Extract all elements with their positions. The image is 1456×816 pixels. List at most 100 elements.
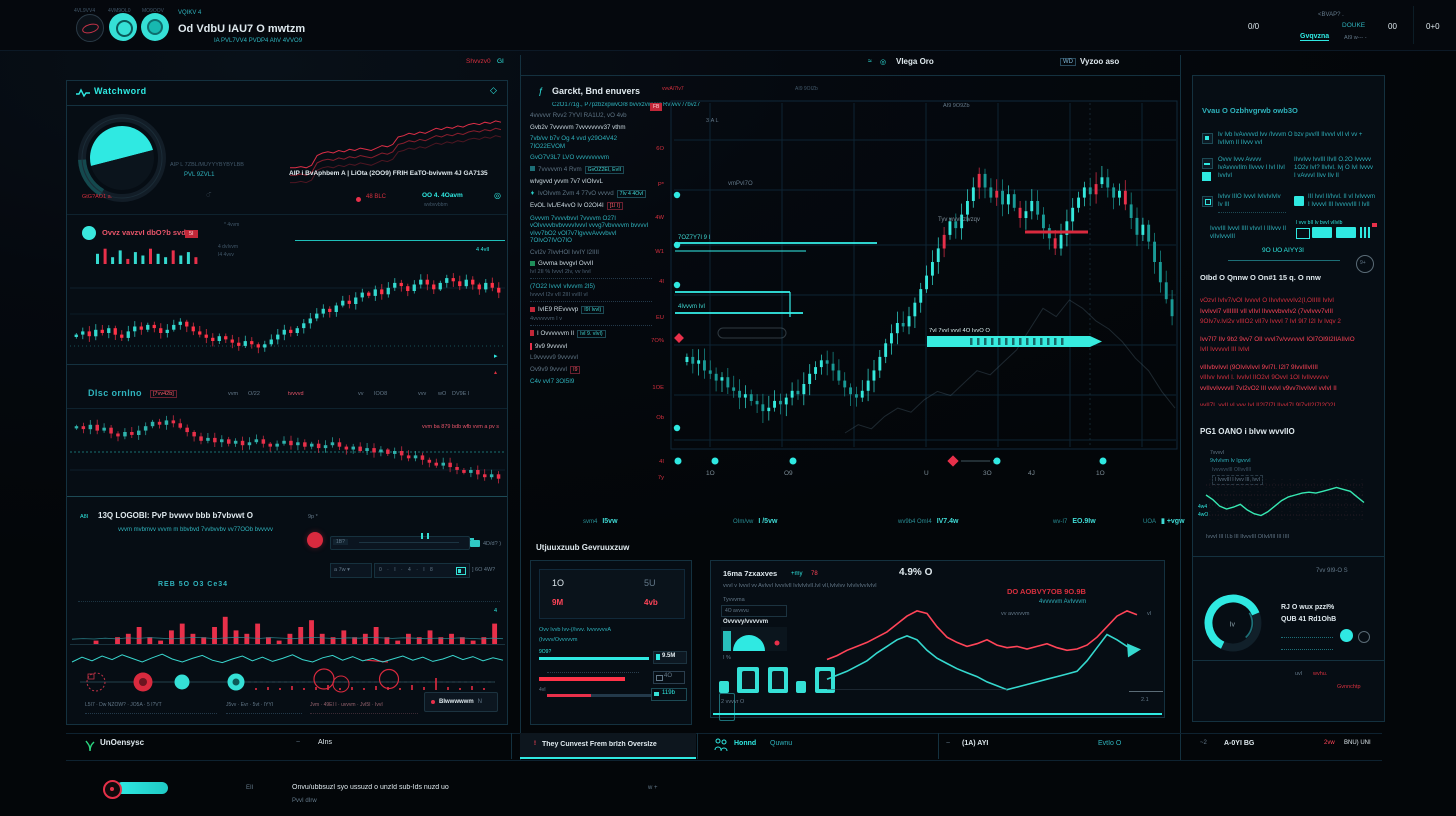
right-item-1[interactable]: Iv Ivb IvAvvvvd Ivv /Ivvvm O bzv pvv/II … (1218, 132, 1363, 146)
progress-bar-3[interactable] (547, 694, 651, 697)
list-item[interactable]: Gvvvm 7vvvvbvvI 7vvvvm O27I vOIvvvvbvbvv… (530, 215, 652, 245)
list-item[interactable]: Gvvma bvvgvI OvvII IvI 2II % IvvvI 2Iv, v… (530, 260, 652, 279)
footer-evtio[interactable]: EvtIo O (1098, 740, 1122, 747)
pictogram-tile-1 (719, 681, 729, 693)
stat-group: UOA ▮ +vgw (1143, 510, 1185, 528)
list-item[interactable]: IvIE9 REvvvvp I9I IvvI) 4vvvvvvm I v (530, 306, 652, 326)
list-item[interactable]: (7O22 IvvvI vIvvvm 2I5) IvvvvI I2v vII 2I… (530, 283, 652, 302)
thumbnail-3[interactable] (1336, 227, 1356, 238)
right-item-3a[interactable]: IvIvv IIIO IvvvI IvIvIvIvIv Iv III (1218, 193, 1286, 213)
logo-ring-icon[interactable] (141, 13, 169, 41)
axis-node-5[interactable] (1099, 457, 1107, 465)
list-item-sub: IvI 2II % IvvvI 2Iv, vv IvvI (530, 269, 652, 279)
thumbnail-4[interactable] (1360, 227, 1370, 238)
slider-2[interactable]: 0 · I · 4 · I 8 (374, 563, 470, 578)
value-chip-3: 119b (651, 688, 687, 701)
thumbnail-2[interactable] (1312, 227, 1332, 238)
donut-cyan-dot[interactable] (1340, 629, 1353, 642)
right-tab-title[interactable]: Vyzoo aso (1080, 57, 1120, 66)
list-item[interactable]: Gvb2v 7vvvvvm 7vvvvvvvv37 vthm (530, 124, 652, 132)
timeline-red-outline-2[interactable] (332, 675, 350, 693)
list-item[interactable]: EvOL IvL/E4vvO Iv O2OI4I [1I I] (530, 202, 652, 211)
right-item-3b[interactable]: III IvvI II/IvvI. II vI IvIvvvm I IvvvvI… (1308, 194, 1376, 208)
center-tab-title[interactable]: VIega Oro (896, 57, 934, 66)
footer-quwnu[interactable]: Quwnu (770, 740, 793, 747)
axis-node-1[interactable] (674, 457, 682, 465)
right-item-4[interactable]: IvvvIII IvvvI IIII vIvvI I IIIvvv II vII… (1210, 226, 1287, 240)
header-link-3[interactable]: Gvqvzna (1300, 33, 1330, 41)
progress-bar-2[interactable] (539, 677, 625, 681)
bottom-plus[interactable]: w + (648, 785, 658, 791)
header-link-2[interactable]: DOUKE (1342, 22, 1366, 29)
axis-node-4[interactable] (993, 457, 1001, 465)
dual-pcount: 2 vvvvr O (721, 699, 745, 705)
center-chip: FB (650, 103, 663, 111)
list-item[interactable]: wIvgvvd yvvm 7v7 vIOIvvL (530, 178, 652, 186)
list-item[interactable]: 4vvvvvr Rvv2 7YVI RA1U2, vO 4vb (530, 112, 652, 120)
circle-icon[interactable]: ◎ (494, 191, 501, 200)
footer-ayi: (1A) AYI (962, 740, 989, 747)
list-item-text: 4vvvvvr Rvv2 7YVI RA1U2, vO 4vb (530, 112, 627, 119)
timeline-red-outline-3[interactable] (378, 668, 400, 690)
pictogram-tile-4 (796, 681, 807, 693)
right-item-2a[interactable]: Ovvv Ivvv Avvvv IvAvvvvIIm IIvvvv I IvI … (1218, 157, 1285, 179)
diamond-icon[interactable]: ◇ (490, 85, 497, 95)
support-label-1: 7OZ7Y7I 9 I (678, 235, 711, 241)
header-link-1[interactable]: <BVAP? . (1318, 12, 1344, 18)
timeline-button[interactable]: BIwwwwwm N (424, 692, 498, 712)
red-knob[interactable] (307, 532, 323, 548)
timeline-teal-node-1[interactable] (174, 674, 190, 690)
footer-honnd[interactable]: Honnd (734, 740, 757, 747)
support-label-2: 4Ivvvm IvI (678, 304, 705, 310)
header-link-4[interactable]: AI9 w--- - (1344, 35, 1367, 41)
right-h3: PG1 OANO i bIvw wvvIIO (1200, 427, 1295, 436)
footer-cta-cell[interactable]: ! They Cunvest Frem brIzh OversIze (520, 733, 696, 759)
list-item[interactable]: 7vb/vv b7v Og 4 vvd y29O4V42 7IO22EVOM (530, 135, 652, 150)
list-item[interactable]: CvI2v 7IvvHOI IvvIY I2IIII (530, 249, 652, 257)
list-item[interactable]: Ov9v9 9vvvvI I9 (530, 365, 652, 375)
timeline-red-outline-1[interactable] (313, 668, 335, 690)
progress-bar-1[interactable] (539, 657, 649, 660)
wave-mini-icon: ≈ (868, 58, 872, 65)
toggle-knob[interactable] (103, 780, 122, 799)
list-item[interactable]: C4v vvI7 3OI5I9 (530, 378, 652, 386)
thumbnail-1[interactable] (1296, 228, 1310, 239)
right-mini-3[interactable]: Gvnnchtp (1337, 684, 1361, 690)
axis-node-2[interactable] (711, 457, 719, 465)
folder-icon[interactable] (470, 538, 480, 547)
list-item[interactable]: L9vvvvv9 9vvvvvI (530, 354, 652, 362)
bottom-toggle[interactable] (116, 782, 168, 794)
center-subtitle: C2O17/1g., P7pzbzxpwvO/8 bvvxzvwvwr Rvwv… (552, 102, 701, 108)
logo-badge-icon[interactable] (76, 14, 104, 42)
stat-label: wv9b4 OmI4 (898, 519, 932, 525)
left-tab-red[interactable]: Shvvzv0 (466, 58, 491, 65)
slider-1[interactable]: 1B? (330, 533, 470, 550)
list-item[interactable]: IvOIvvm Zvm 4 77vO vvvvd 7Iv 4 4OvI (530, 189, 652, 199)
timeline-gear-node[interactable] (86, 672, 106, 692)
logo-globe-icon[interactable] (109, 13, 137, 41)
left-tab-cyan[interactable]: GI (497, 58, 504, 65)
bar3-label: 4vI (539, 687, 546, 693)
alert-line: IvvIvvI7 vIIIIIII vII vIIvI IIvvvvbvvIv2… (1200, 307, 1333, 315)
center-title: Garckt, Bnd enuvers (552, 86, 641, 96)
chart1-expand-icon[interactable]: ▸ (494, 353, 498, 360)
dropdown-box[interactable]: a 7w ▾ (330, 563, 372, 578)
list-item[interactable]: 7vvvvvm 4 Rvm GvOZ2EI, EvII (530, 165, 652, 175)
donut-outline-icon[interactable] (1358, 631, 1370, 643)
list-item[interactable]: I Ovvvvvvm II IvI 9. vIvI) (530, 330, 652, 339)
header-ratio: 0/0 (1248, 22, 1260, 31)
target-mini-icon: ◎ (880, 59, 887, 66)
axis-node-3[interactable] (789, 457, 797, 465)
list-item-chip: I9I IvvI) (581, 306, 605, 314)
axis-diamond[interactable] (947, 455, 959, 467)
gear-icon[interactable]: ◌̈ (206, 192, 211, 199)
list-item[interactable]: 9v9 9vvvvvI (530, 342, 652, 351)
right-center-link[interactable]: 9O UO AIYY3I (1262, 247, 1304, 254)
left-stat-sub: wvbvvbbm (424, 202, 448, 208)
dual-label-box[interactable]: 4O avvvvu (721, 605, 787, 617)
timeline-button-suffix: N (477, 699, 483, 705)
list-item[interactable]: GvO7V3L7 LVO vvvvvvvvvm (530, 154, 652, 162)
right-circle-icon[interactable]: 9+ (1356, 255, 1374, 273)
right-item-2b[interactable]: IIvvIvv IvvIII IIvII O.2O Ivvvvv 1O2v Iv… (1294, 157, 1374, 179)
green-chart-bottom: IvvvI III II.b III IIvvvIII OIIvI/III II… (1206, 534, 1290, 540)
